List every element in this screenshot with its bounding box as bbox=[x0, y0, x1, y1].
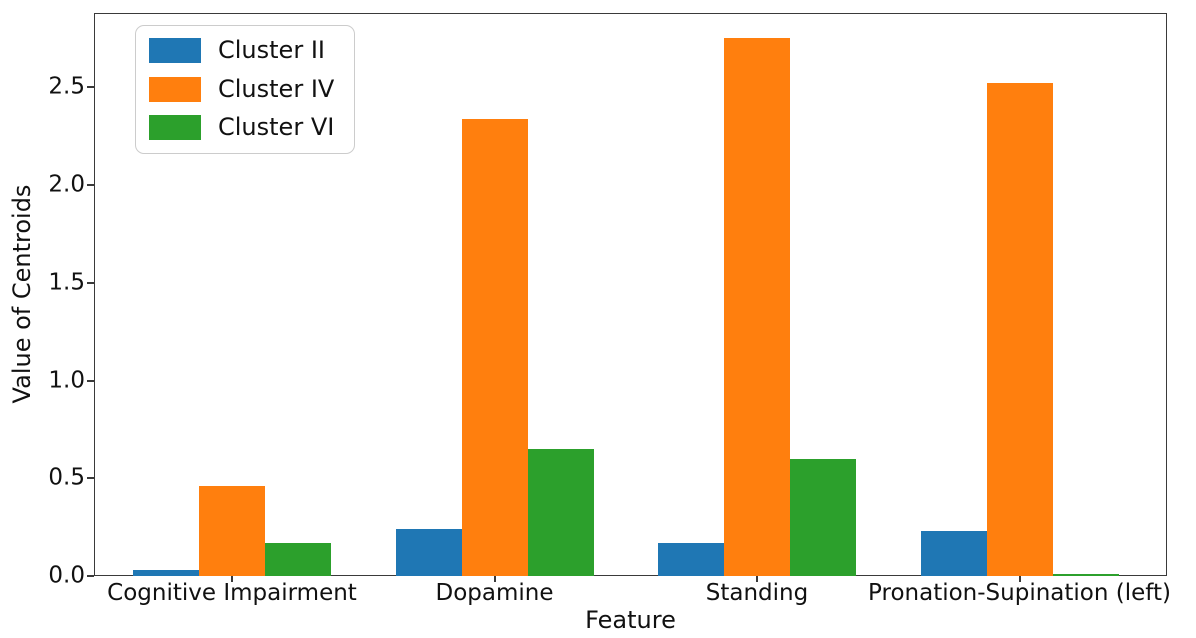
bar-cluster-ii-pronation-supination-left bbox=[920, 531, 987, 576]
legend-label-cluster-ii: Cluster II bbox=[218, 36, 325, 64]
x-axis-title: Feature bbox=[585, 606, 676, 634]
legend-swatch-cluster-vi bbox=[149, 115, 201, 141]
bar-cluster-iv-pronation-supination-left bbox=[986, 83, 1053, 576]
y-tick-mark bbox=[87, 184, 94, 187]
legend-item-cluster-vi: Cluster VI bbox=[149, 114, 334, 142]
y-tick-mark bbox=[87, 477, 94, 480]
bar-cluster-iv-dopamine bbox=[461, 118, 528, 576]
x-tick-mark bbox=[756, 576, 758, 582]
bar-cluster-vi-cognitive-impairment bbox=[265, 542, 331, 576]
x-tick-label-pronation-supination-left: Pronation-Supination (left) bbox=[868, 580, 1171, 606]
y-axis-title: Value of Centroids bbox=[8, 184, 36, 404]
y-tick-label-1.5: 1.5 bbox=[48, 269, 85, 296]
x-tick-mark bbox=[493, 576, 496, 582]
legend-label-cluster-vi: Cluster VI bbox=[218, 113, 335, 142]
legend-item-cluster-ii: Cluster II bbox=[149, 36, 334, 65]
legend-swatch-cluster-iv bbox=[149, 76, 201, 102]
bar-cluster-ii-cognitive-impairment bbox=[133, 570, 199, 576]
y-tick-mark bbox=[87, 281, 94, 284]
y-tick-mark bbox=[87, 86, 94, 89]
legend-swatch-cluster-ii bbox=[149, 38, 201, 64]
bar-cluster-vi-dopamine bbox=[527, 448, 594, 576]
y-tick-label-0.0: 0.0 bbox=[48, 562, 85, 589]
y-tick-mark bbox=[87, 575, 94, 577]
bar-cluster-iv-standing bbox=[724, 38, 790, 576]
y-tick-label-2.0: 2.0 bbox=[48, 171, 85, 198]
bar-cluster-ii-standing bbox=[658, 542, 724, 576]
x-tick-mark bbox=[231, 576, 233, 582]
bar-cluster-iv-cognitive-impairment bbox=[199, 486, 265, 576]
x-tick-label-cognitive-impairment: Cognitive Impairment bbox=[107, 580, 357, 606]
x-tick-label-dopamine: Dopamine bbox=[435, 580, 554, 606]
legend-label-cluster-iv: Cluster IV bbox=[218, 74, 335, 103]
y-tick-label-0.5: 0.5 bbox=[48, 464, 85, 491]
y-tick-label-1.0: 1.0 bbox=[48, 367, 85, 393]
legend-item-cluster-iv: Cluster IV bbox=[149, 74, 335, 104]
y-tick-mark bbox=[87, 379, 94, 382]
bar-cluster-vi-pronation-supination-left bbox=[1052, 574, 1119, 576]
y-tick-label-2.5: 2.5 bbox=[48, 73, 85, 100]
bar-cluster-ii-dopamine bbox=[395, 529, 462, 576]
bar-cluster-vi-standing bbox=[790, 458, 856, 576]
x-tick-label-standing: Standing bbox=[705, 580, 809, 606]
x-tick-mark bbox=[1018, 576, 1021, 582]
legend: Cluster II Cluster IV Cluster VI bbox=[135, 25, 356, 154]
